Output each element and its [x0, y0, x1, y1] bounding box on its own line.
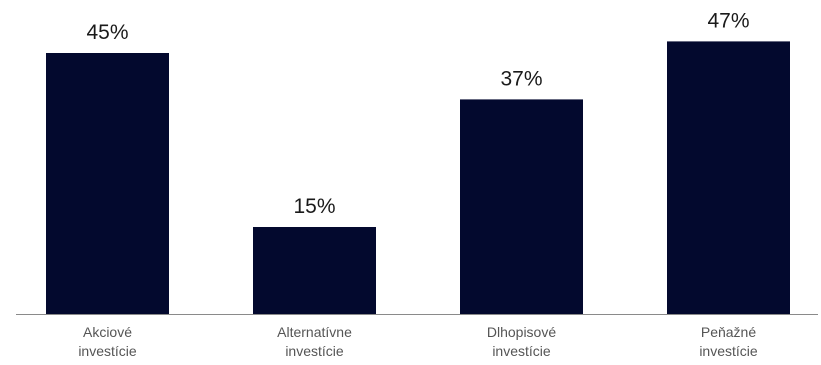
category-label-1: Akciové investície	[78, 324, 137, 359]
category-label-line: investície	[78, 343, 137, 359]
value-labels-group: 45% 15% 37% 47%	[86, 9, 749, 218]
category-label-2: Alternatívne investície	[277, 324, 352, 359]
category-label-line: Peňažné	[701, 324, 756, 340]
value-label-1: 45%	[86, 21, 128, 44]
bar-4	[667, 41, 790, 315]
bars-group	[46, 41, 790, 315]
category-label-line: Akciové	[83, 324, 132, 340]
value-label-3: 37%	[500, 67, 542, 90]
bar-1	[46, 53, 169, 314]
category-label-line: investície	[285, 343, 344, 359]
value-label-2: 15%	[293, 195, 335, 218]
category-label-line: Alternatívne	[277, 324, 352, 340]
category-label-4: Peňažné investície	[699, 324, 758, 359]
category-label-line: investície	[699, 343, 758, 359]
bar-2	[253, 227, 376, 314]
category-label-line: investície	[492, 343, 551, 359]
category-label-3: Dlhopisové investície	[487, 324, 556, 359]
bar-3	[460, 99, 583, 315]
value-label-4: 47%	[707, 9, 749, 32]
category-label-line: Dlhopisové	[487, 324, 556, 340]
